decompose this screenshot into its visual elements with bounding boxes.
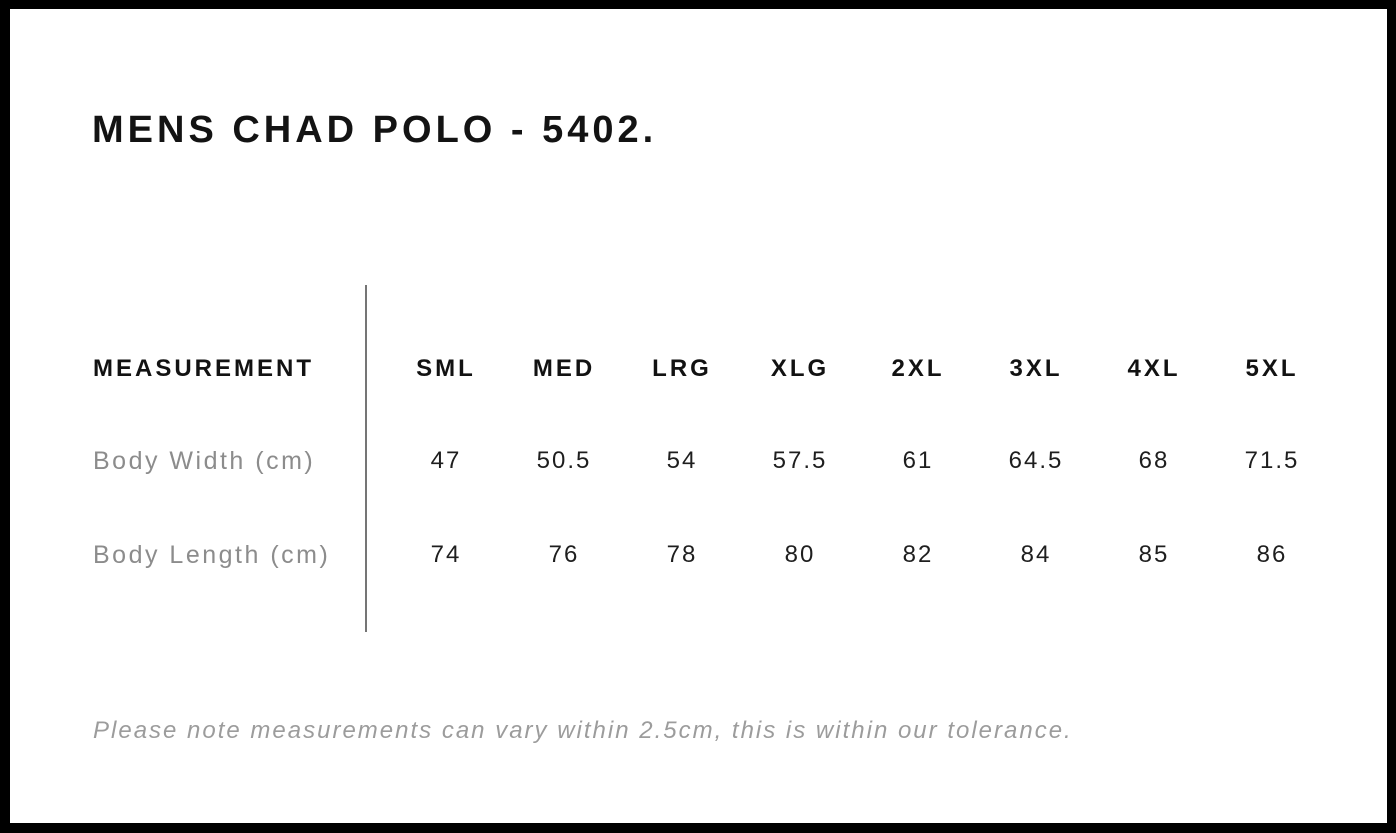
- column-header-measurement: MEASUREMENT: [93, 355, 315, 382]
- cell-body-length-3xl: 84: [1020, 541, 1052, 568]
- table-row-body-width: Body Width (cm) 47 50.5 54 57.5 61 64.5 …: [93, 446, 1331, 476]
- cell-body-width-xlg: 57.5: [772, 447, 828, 474]
- cell-body-width-2xl: 61: [902, 447, 934, 474]
- cell-body-length-xlg: 80: [784, 541, 816, 568]
- cell-body-width-4xl: 68: [1138, 447, 1170, 474]
- column-header-lrg: LRG: [652, 355, 712, 382]
- cell-body-width-5xl: 71.5: [1244, 447, 1300, 474]
- table-header-row: MEASUREMENT SML MED LRG XLG 2XL 3XL 4XL …: [93, 354, 1331, 384]
- column-header-sml: SML: [416, 355, 476, 382]
- row-label-body-length: Body Length (cm): [93, 541, 331, 569]
- tolerance-note: Please note measurements can vary within…: [93, 717, 1073, 744]
- column-header-5xl: 5XL: [1245, 355, 1299, 382]
- cell-body-width-sml: 47: [430, 447, 462, 474]
- cell-body-width-lrg: 54: [666, 447, 698, 474]
- table-divider-line: [365, 285, 367, 632]
- column-header-3xl: 3XL: [1009, 355, 1063, 382]
- column-header-xlg: XLG: [770, 355, 830, 382]
- size-guide-page: MENS CHAD POLO - 5402. MEASUREMENT SML M…: [10, 9, 1387, 823]
- column-header-med: MED: [532, 355, 596, 382]
- cell-body-length-med: 76: [548, 541, 580, 568]
- page-title: MENS CHAD POLO - 5402.: [92, 109, 658, 151]
- cell-body-length-sml: 74: [430, 541, 462, 568]
- cell-body-width-med: 50.5: [536, 447, 592, 474]
- column-header-4xl: 4XL: [1127, 355, 1181, 382]
- cell-body-length-4xl: 85: [1138, 541, 1170, 568]
- cell-body-length-5xl: 86: [1256, 541, 1288, 568]
- cell-body-length-lrg: 78: [666, 541, 698, 568]
- cell-body-length-2xl: 82: [902, 541, 934, 568]
- row-label-body-width: Body Width (cm): [93, 447, 316, 475]
- column-header-2xl: 2XL: [891, 355, 945, 382]
- cell-body-width-3xl: 64.5: [1008, 447, 1064, 474]
- table-row-body-length: Body Length (cm) 74 76 78 80 82 84 85 86: [93, 540, 1331, 570]
